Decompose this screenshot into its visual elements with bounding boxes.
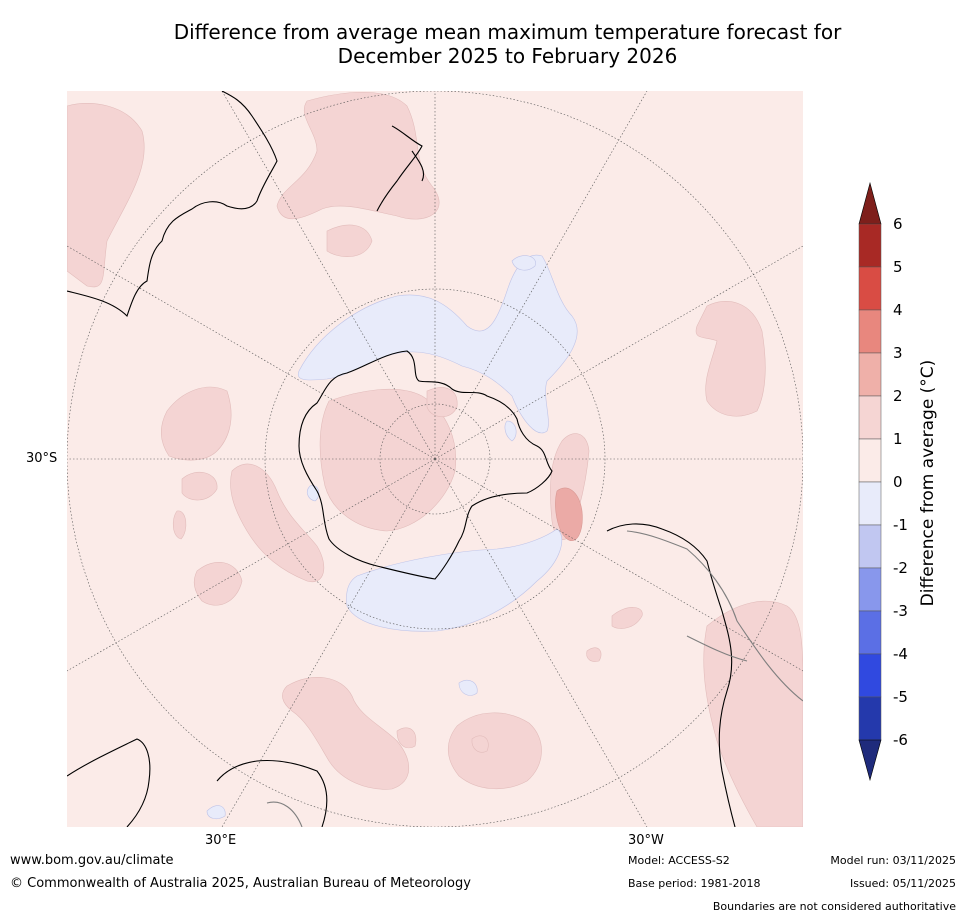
colorbar-tick-label: 1 [893,430,903,448]
colorbar-tick-label: -1 [893,516,908,534]
colorbar-band [858,352,882,397]
colorbar-tick-label: -2 [893,559,908,577]
africa-coast [67,738,151,827]
south-america-coast [606,523,736,827]
footer-model: Model: ACCESS-S2 [628,854,730,867]
anomaly-band-1-to-2 [67,92,803,827]
colorbar-band [858,653,882,698]
colorbar [858,181,882,782]
colorbar-band [858,309,882,354]
colorbar-band [858,610,882,655]
madagascar-coast [216,759,328,827]
colorbar-extend-top [858,181,882,225]
colorbar-band [858,223,882,268]
colorbar-tick-label: 4 [893,301,903,319]
colorbar-tick-label: 5 [893,258,903,276]
lon-label-30w: 30°W [628,833,664,848]
colorbar-extend-bottom [858,739,882,782]
colorbar-band [858,395,882,440]
antarctica-coast [298,350,553,580]
colorbar-band [858,438,882,483]
anomaly-band-2-to-3 [555,487,583,541]
lon-label-30e: 30°E [205,833,237,848]
colorbar-band [858,266,882,311]
colorbar-bands [858,223,882,741]
lat-label-30s: 30°S [26,451,58,466]
colorbar-band [858,481,882,526]
coastlines [67,91,736,827]
footer-copyright: © Commonwealth of Australia 2025, Austra… [10,876,471,891]
colorbar-tick-label: 2 [893,387,903,405]
colorbar-tick-label: -3 [893,602,908,620]
colorbar-tick-label: -4 [893,645,908,663]
colorbar-title-text: Difference from average (°C) [918,359,938,607]
colorbar-band [858,567,882,612]
map-title: Difference from average mean maximum tem… [0,20,965,68]
colorbar-tick-label: -6 [893,731,908,749]
colorbar-band [858,524,882,569]
footer-issued: Issued: 05/11/2025 [849,877,956,890]
australia-coast [67,91,278,318]
new-zealand-coast [376,125,425,212]
colorbar-tick-label: 6 [893,215,903,233]
country-borders [266,530,803,827]
graticule [67,91,803,827]
colorbar-band [858,696,882,741]
colorbar-tick-label: -5 [893,688,908,706]
title-line-2: December 2025 to February 2026 [337,44,678,68]
polar-map [67,91,803,827]
footer-disclaimer: Boundaries are not considered authoritat… [712,900,956,913]
colorbar-tick-label: 0 [893,473,903,491]
title-line-1: Difference from average mean maximum tem… [173,20,842,44]
anomaly-band-neg1-to-0 [206,254,578,820]
footer-base-period: Base period: 1981-2018 [628,877,761,890]
colorbar-tick-label: 3 [893,344,903,362]
footer-website: www.bom.gov.au/climate [10,853,174,868]
footer-model-run: Model run: 03/11/2025 [830,854,956,867]
